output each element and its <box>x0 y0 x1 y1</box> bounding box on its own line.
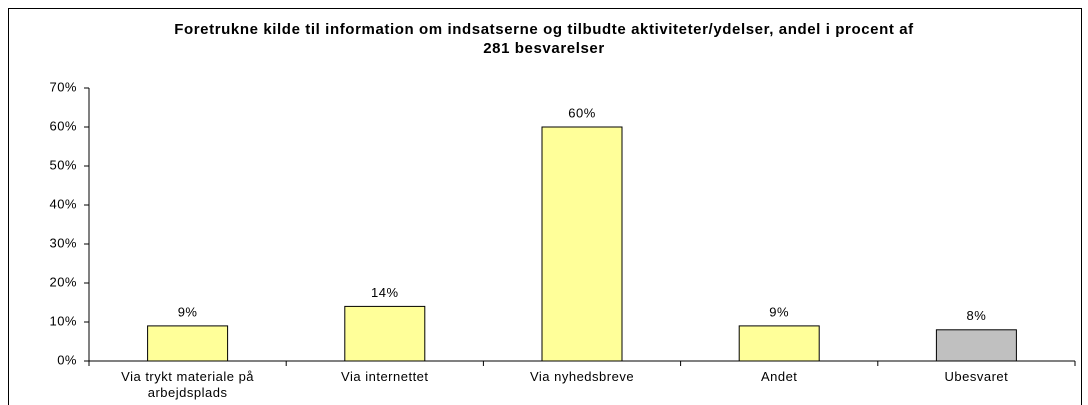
x-tick-label: Via internettet <box>341 369 429 384</box>
y-tick-label: 30% <box>49 235 77 250</box>
data-label: 9% <box>178 304 198 319</box>
bar <box>935 329 1017 362</box>
y-tick-label: 70% <box>49 79 77 94</box>
y-tick-label: 0% <box>57 352 77 367</box>
bar <box>541 126 623 362</box>
x-tick-label: Ubesvaret <box>944 369 1009 384</box>
data-label: 8% <box>967 308 987 323</box>
data-label: 60% <box>568 105 596 120</box>
chart-border <box>8 8 1082 405</box>
chart-title: Foretrukne kilde til information om inds… <box>174 21 914 57</box>
bar <box>344 305 426 362</box>
x-tick-label: Via trykt materiale på arbejdsplads <box>121 369 255 400</box>
data-label: 9% <box>769 304 789 319</box>
y-tick-label: 60% <box>49 118 77 133</box>
bar <box>738 325 820 362</box>
y-tick-label: 40% <box>49 196 77 211</box>
y-tick-label: 50% <box>49 157 77 172</box>
x-tick-label: Andet <box>760 369 798 384</box>
bar <box>147 325 229 362</box>
y-tick-label: 10% <box>49 313 77 328</box>
data-label: 14% <box>371 285 399 300</box>
y-tick-label: 20% <box>49 274 77 289</box>
x-tick-label: Via nyhedsbreve <box>529 369 635 384</box>
